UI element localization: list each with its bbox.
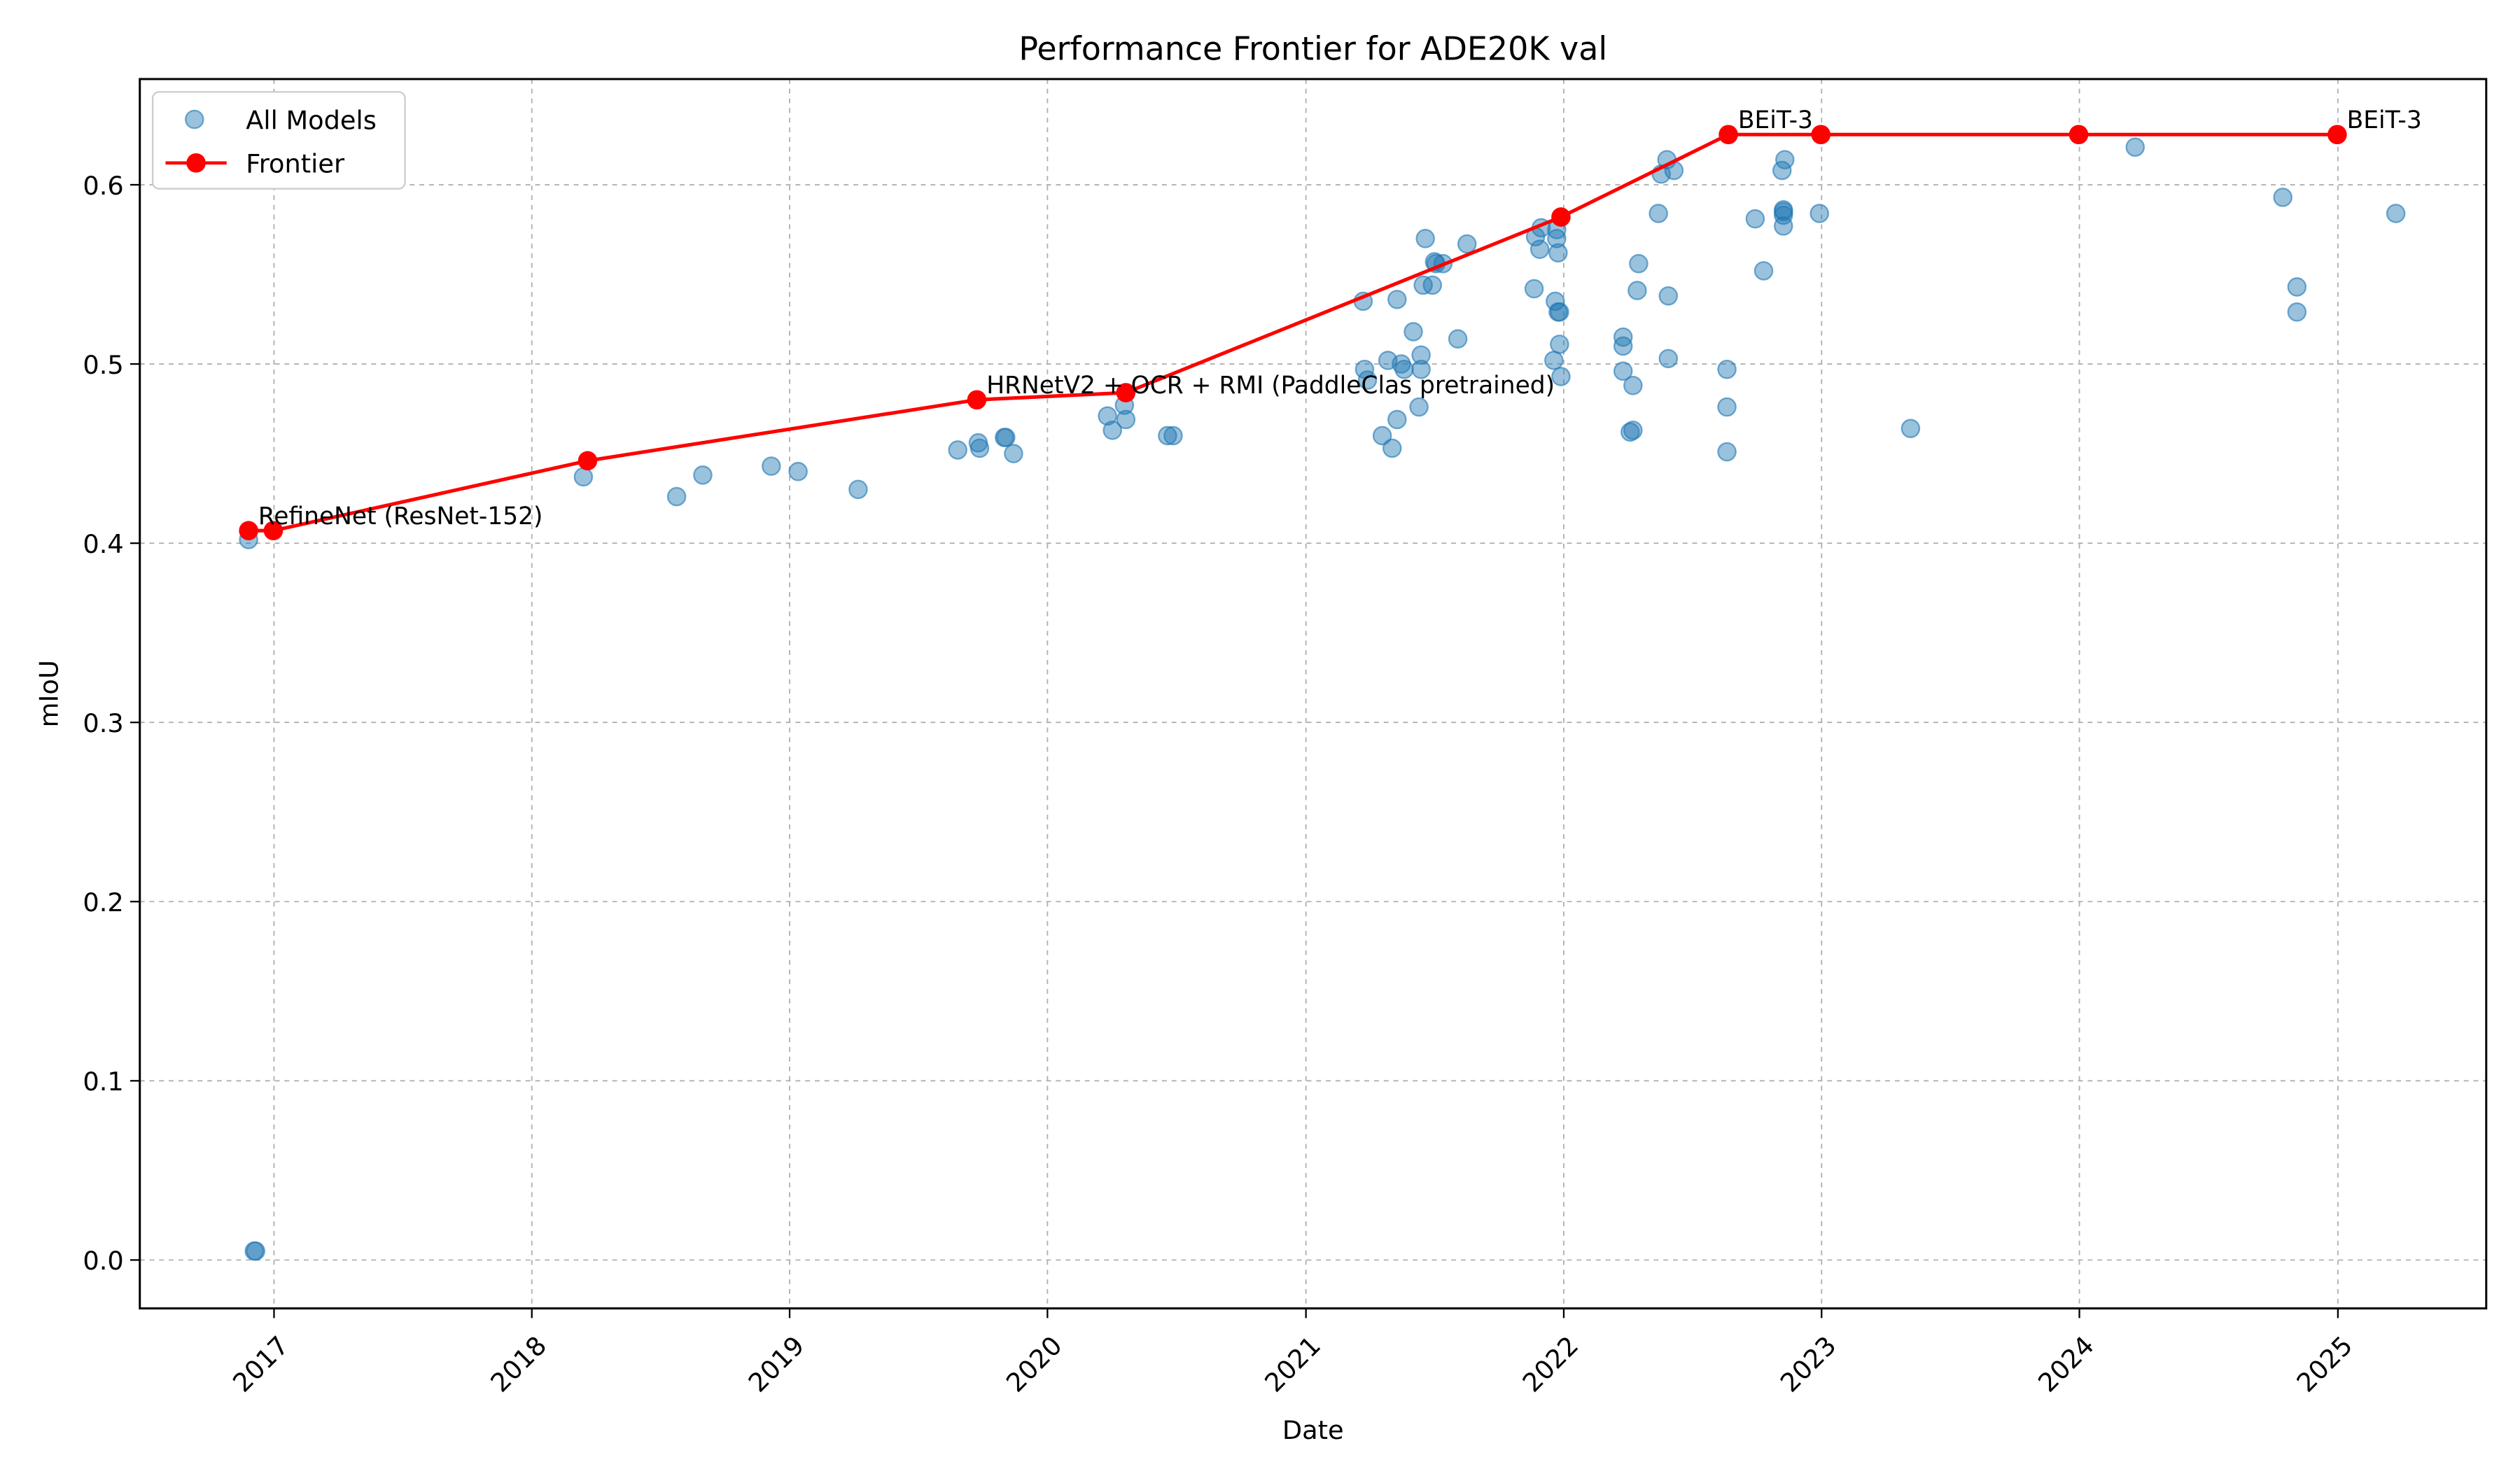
frontier-line [248, 132, 2337, 533]
frontier-point [1718, 125, 1738, 145]
frontier-point [263, 521, 284, 541]
chart-title: Performance Frontier for ADE20K val [1018, 29, 1607, 67]
scatter-point [1658, 286, 1679, 306]
scatter-point [693, 465, 713, 485]
y-tick-label: 0.6 [83, 171, 123, 201]
scatter-point [1411, 345, 1431, 365]
scatter-point [573, 467, 594, 487]
scatter-point [848, 479, 868, 500]
scatter-point [1775, 150, 1795, 170]
frontier-point [2328, 125, 2347, 145]
scatter-point [1658, 349, 1679, 369]
y-tick-label: 0.0 [83, 1246, 123, 1276]
y-axis-label: mIoU [34, 660, 64, 727]
legend: All Models Frontier [151, 91, 406, 190]
frontier-point [239, 521, 258, 541]
scatter-point [1623, 420, 1643, 440]
scatter-point [1163, 426, 1183, 446]
annotation-label: BEiT-3 [1738, 106, 1813, 134]
frontier-point [1116, 383, 1136, 402]
scatter-point [1457, 234, 1477, 254]
scatter-point [1628, 281, 1647, 300]
frontier-point [1551, 207, 1571, 227]
frontier-point [967, 390, 987, 410]
scatter-point [1409, 397, 1429, 417]
scatter-point [1745, 209, 1765, 229]
annotation-label: HRNetV2 + OCR + RMI (PaddleClas pretrain… [986, 372, 1555, 400]
grid-layer [139, 78, 2486, 1309]
y-tick-label: 0.3 [83, 708, 123, 738]
scatter-point [1648, 204, 1668, 223]
scatter-point [1524, 279, 1544, 299]
y-tick-label: 0.2 [83, 887, 123, 918]
plot-frame [139, 78, 2488, 1310]
legend-label-all-models: All Models [246, 105, 377, 135]
scatter-point [1551, 367, 1571, 386]
y-tick-label: 0.5 [83, 350, 123, 380]
legend-frontier-marker [186, 153, 206, 173]
scatter-point [1717, 359, 1737, 379]
scatter-point [1448, 329, 1468, 349]
legend-box [151, 91, 406, 190]
frontier-point [2068, 125, 2089, 145]
scatter-point [1357, 370, 1378, 390]
scatter-point [969, 438, 990, 458]
scatter-point [1372, 426, 1392, 446]
scatter-point [2287, 302, 2307, 322]
annotation-label: RefineNet (ResNet-152) [258, 502, 543, 530]
scatter-point [1809, 204, 1830, 223]
scatter-point [1613, 361, 1633, 381]
scatter-point [1754, 261, 1774, 281]
scatter-point [1530, 239, 1550, 260]
scatter-point [1382, 438, 1402, 458]
scatter-point [788, 461, 808, 482]
scatter-point [1550, 302, 1569, 322]
legend-label-frontier: Frontier [246, 149, 345, 179]
scatter-point [1158, 426, 1177, 446]
frontier-point [578, 451, 598, 471]
scatter-point [1422, 275, 1443, 295]
scatter-point [1717, 397, 1737, 417]
scatter-point [2287, 277, 2307, 297]
scatter-point [2386, 204, 2406, 223]
data-layer: RefineNet (ResNet-152) HRNetV2 + OCR + RM… [239, 106, 2422, 1261]
scatter-point [246, 1241, 266, 1261]
scatter-point [666, 486, 687, 507]
scatter-point [1550, 335, 1569, 354]
scatter-point [1404, 322, 1423, 342]
scatter-point [1102, 420, 1122, 440]
scatter-point [1415, 229, 1435, 248]
scatter-point [2125, 137, 2146, 157]
y-tick-label: 0.1 [83, 1067, 123, 1097]
y-tick-label: 0.4 [83, 529, 123, 559]
x-axis-label: Date [1282, 1415, 1344, 1445]
legend-scatter-marker [185, 109, 204, 129]
frontier-point [1811, 125, 1831, 145]
scatter-point [1629, 253, 1648, 274]
scatter-point [1717, 442, 1737, 462]
scatter-point [1548, 243, 1568, 263]
scatter-point [996, 428, 1016, 447]
scatter-point [1004, 444, 1023, 463]
scatter-point [1116, 409, 1136, 430]
scatter-point [1098, 406, 1117, 426]
annotation-label: BEiT-3 [2347, 106, 2422, 134]
scatter-point [1773, 216, 1793, 236]
scatter-point [1623, 375, 1643, 395]
scatter-point [762, 456, 781, 476]
scatter-point [2273, 188, 2292, 207]
scatter-point [1411, 359, 1431, 379]
scatter-point [1773, 200, 1793, 220]
scatter-point [1613, 327, 1633, 347]
scatter-point [1900, 419, 1921, 439]
scatter-point [1387, 290, 1407, 309]
scatter-point [948, 440, 967, 460]
scatter-point [1387, 409, 1407, 430]
scatter-point [1544, 351, 1564, 370]
